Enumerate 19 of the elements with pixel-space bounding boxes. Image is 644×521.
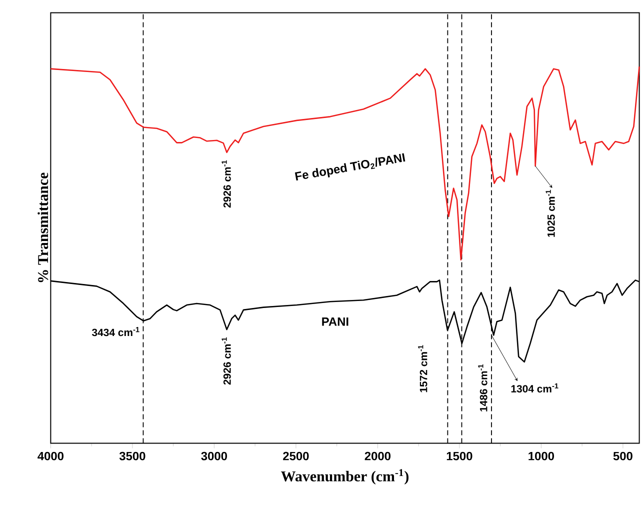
x-tick-label: 2500: [283, 452, 309, 460]
x-tick-label: 2000: [364, 452, 390, 460]
x-tick-label: 3500: [119, 452, 146, 460]
x-axis-title: Wavenumber (cm$^{-1}$): [281, 469, 408, 484]
annotation: 3434 cm$^{-1}$: [92, 327, 140, 336]
x-tick-label: 500: [613, 452, 632, 460]
x-tick-label: 4000: [38, 452, 64, 460]
x-tick-label: 3000: [201, 452, 227, 460]
annotation: 2926 cm$^{-1}$: [222, 337, 231, 385]
series-label: PANI: [322, 318, 348, 326]
text: Fe doped TiO$_{2}$/PANI: [294, 153, 406, 181]
annotation: 1025 cm$^{-1}$: [546, 190, 555, 237]
annotation: 1572 cm$^{-1}$: [418, 345, 428, 392]
x-tick-label: 1000: [528, 452, 554, 460]
annotation: 1486 cm$^{-1}$: [478, 364, 488, 412]
annotation: 1304 cm$^{-1}$: [511, 383, 558, 392]
y-axis-title: % Transmittance: [38, 172, 48, 282]
x-tick-label: 1500: [446, 452, 472, 460]
annotation: 2926 cm$^{-1}$: [222, 160, 231, 208]
